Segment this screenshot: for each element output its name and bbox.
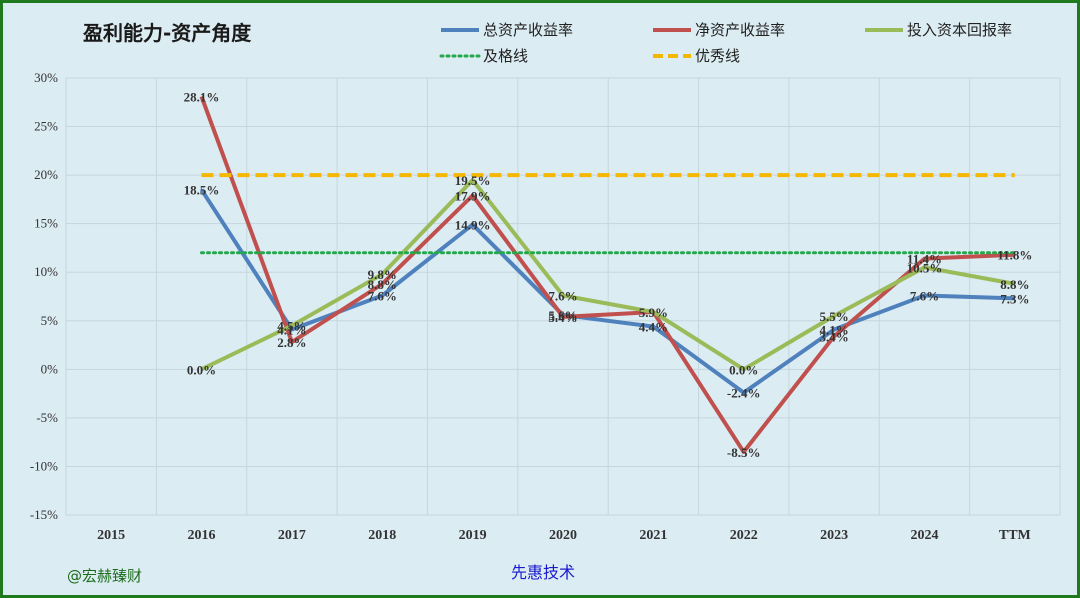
data-label: 4.1% [277,323,306,338]
y-tick-label: 20% [34,167,58,182]
data-label: 7.6% [548,289,577,304]
legend-label: 及格线 [483,47,528,65]
chart-title: 盈利能力-资产角度 [82,21,252,45]
data-label: 5.5% [819,309,848,324]
data-label: 10.5% [907,260,943,275]
x-tick-label: 2022 [730,528,758,543]
data-label: 2.8% [277,335,306,350]
data-label: 5.4% [548,310,577,325]
data-label: 7.6% [910,289,939,304]
x-tick-label: 2016 [188,528,216,543]
data-label: 19.5% [455,173,491,188]
x-tick-label: 2017 [278,528,306,543]
data-label: -2.4% [727,386,761,401]
y-tick-label: -15% [30,507,58,522]
data-label: 0.0% [187,362,216,377]
data-label: 7.3% [1000,291,1029,306]
x-tick-label: 2018 [368,528,396,543]
data-label: 3.4% [819,329,848,344]
legend-label: 优秀线 [695,47,740,65]
series-layer [199,95,1017,454]
series-line-2 [200,178,1016,372]
x-tick-label: 2021 [639,528,667,543]
y-tick-label: -5% [36,410,58,425]
data-label: 18.5% [184,183,220,198]
y-tick-label: 5% [41,313,59,328]
y-tick-label: 25% [34,119,58,134]
data-label: 4.1% [819,323,848,338]
x-tick-label: 2015 [97,528,125,543]
data-label: 5.6% [548,308,577,323]
company-name: 先惠技术 [511,563,575,582]
data-label: 7.6% [368,289,397,304]
data-label: 14.9% [455,218,491,233]
data-label: 11.4% [907,252,942,267]
y-tick-label: 10% [34,264,58,279]
data-label: 4.5% [277,319,306,334]
legend-label: 总资产收益率 [483,21,573,39]
x-tick-label: 2019 [459,528,487,543]
data-label: 11.8% [997,248,1032,263]
x-axis: 2015 2016 2017 2018 2019 2020 2021 2022 2023 2024… [97,528,1031,543]
legend-label: 投入资本回报率 [907,21,1012,39]
legend-label: 净资产收益率 [695,21,785,39]
grid-layer [65,77,1061,516]
data-label: 8.8% [368,277,397,292]
data-label: 0.0% [729,362,758,377]
y-tick-label: 15% [34,216,58,231]
x-tick-label: TTM [999,528,1031,543]
data-label: 28.1% [184,89,220,104]
data-label: 4.4% [639,320,668,335]
series-line-1 [199,95,1015,454]
data-label: 9.8% [368,267,397,282]
data-labels: 18.5% 4.1% 7.6% 14.9% 5.6% 4.4% -2.4% 4.1% 7.6% 7… [184,89,1033,459]
y-axis: 30% 25% 20% 15% 10% 5% 0% -5% -10% -15% [30,70,58,522]
watermark-left: @宏赫臻财 [67,567,142,585]
line-chart: 30%25%20%15%10%5%0%-5%-10%-15% 2015 2016 2… [30,21,1061,585]
x-tick-label: 2024 [910,528,938,543]
x-tick-label: 2023 [820,528,848,543]
data-label: 8.8% [1000,277,1029,292]
x-tick-label: 2020 [549,528,577,543]
data-label: 5.9% [639,305,668,320]
y-tick-label: 0% [41,361,59,376]
y-tick-label: -10% [30,458,58,473]
data-label: 17.9% [455,189,491,204]
y-tick-label: 30% [34,70,58,85]
data-label: -8.5% [727,445,761,460]
